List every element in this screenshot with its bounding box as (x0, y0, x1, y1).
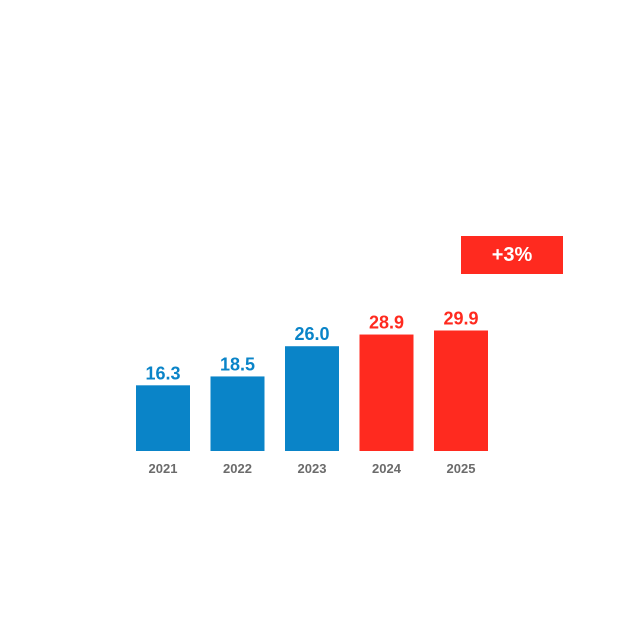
bar-2023 (285, 346, 339, 451)
value-label-2024: 28.9 (369, 313, 404, 333)
x-tick-label-2022: 2022 (223, 461, 252, 476)
x-tick-label-2025: 2025 (447, 461, 476, 476)
x-tick-label-2021: 2021 (149, 461, 178, 476)
value-label-2022: 18.5 (220, 354, 255, 374)
value-labels-group: 16.3 18.5 26.0 28.9 29.9 (145, 309, 478, 384)
bar-2021 (136, 385, 190, 451)
value-label-2023: 26.0 (294, 324, 329, 344)
value-label-2025: 29.9 (443, 309, 478, 329)
value-label-2021: 16.3 (145, 363, 180, 383)
bar-2024 (359, 334, 414, 451)
x-tick-label-2023: 2023 (298, 461, 327, 476)
x-tick-labels-group: 2021 2022 2023 2024 2025 (149, 461, 476, 476)
bar-2025 (434, 330, 488, 451)
x-tick-label-2024: 2024 (372, 461, 402, 476)
growth-badge: +3% (461, 236, 563, 274)
bars-group (136, 330, 488, 451)
bar-2022 (210, 376, 265, 451)
